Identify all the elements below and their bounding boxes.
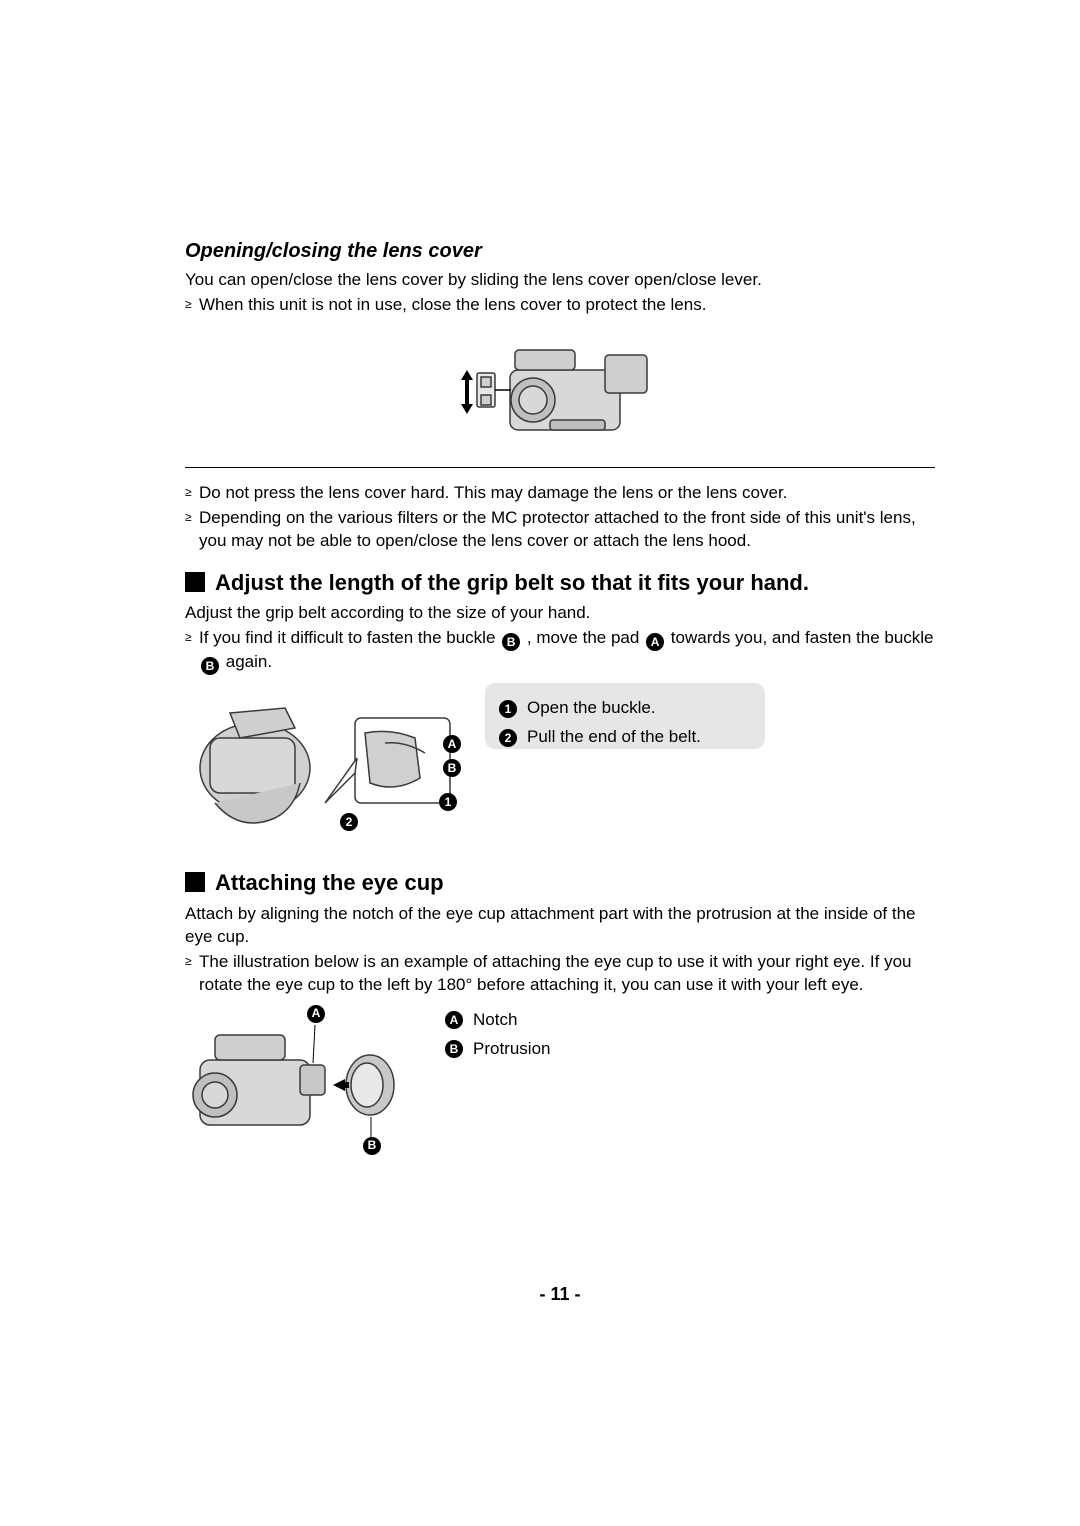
- eye-cup-bullet-text: The illustration below is an example of …: [199, 951, 935, 997]
- step-1-num: 1: [499, 700, 517, 718]
- step-2-text: Pull the end of the belt.: [527, 726, 701, 749]
- lens-cover-intro: You can open/close the lens cover by sli…: [185, 269, 935, 292]
- lens-cover-bullet-2: ≥ Do not press the lens cover hard. This…: [185, 482, 935, 505]
- step-2-row: 2 Pull the end of the belt.: [499, 726, 747, 749]
- label-b-icon: B: [502, 633, 520, 651]
- camera-svg: [455, 325, 665, 455]
- lens-cover-subtitle: Opening/closing the lens cover: [185, 238, 935, 265]
- grip-belt-bullet-text: If you find it difficult to fasten the b…: [199, 627, 935, 675]
- legend-a-text: Notch: [473, 1009, 517, 1032]
- eye-cup-title: Attaching the eye cup: [215, 869, 444, 897]
- grip-text-mid1: , move the pad: [527, 628, 644, 647]
- label-b-icon-2: B: [201, 657, 219, 675]
- legend-b-icon: B: [445, 1040, 463, 1058]
- bullet-dot: ≥: [185, 627, 199, 675]
- eye-cup-figure: A B: [185, 1005, 405, 1165]
- step-1-row: 1 Open the buckle.: [499, 697, 747, 720]
- legend-b-row: B Protrusion: [445, 1038, 550, 1061]
- eye-cup-heading: Attaching the eye cup: [185, 869, 935, 897]
- steps-box: 1 Open the buckle. 2 Pull the end of the…: [485, 683, 765, 749]
- step-2-num: 2: [499, 729, 517, 747]
- grip-belt-intro: Adjust the grip belt according to the si…: [185, 602, 935, 625]
- camera-illustration: [455, 325, 665, 455]
- grip-figure: A B 1 2: [185, 683, 465, 853]
- eye-cup-legend: A Notch B Protrusion: [445, 1009, 550, 1067]
- grip-svg: [185, 683, 465, 853]
- eye-cup-bullet: ≥ The illustration below is an example o…: [185, 951, 935, 997]
- step-1-text: Open the buckle.: [527, 697, 656, 720]
- eye-figure-row: A B A Notch B Protrusion: [185, 1005, 935, 1165]
- bullet-dot: ≥: [185, 951, 199, 997]
- page-number: - 11 -: [185, 1282, 935, 1306]
- grip-text-pre: If you find it difficult to fasten the b…: [199, 628, 500, 647]
- bullet-dot: ≥: [185, 294, 199, 317]
- bullet-dot: ≥: [185, 507, 199, 553]
- legend-a-row: A Notch: [445, 1009, 550, 1032]
- label-a-icon: A: [646, 633, 664, 651]
- page-content: Opening/closing the lens cover You can o…: [185, 238, 935, 1165]
- legend-b-text: Protrusion: [473, 1038, 550, 1061]
- grip-belt-heading: Adjust the length of the grip belt so th…: [185, 569, 935, 597]
- grip-text-mid2: towards you, and fasten the buckle: [671, 628, 934, 647]
- bullet-dot: ≥: [185, 482, 199, 505]
- square-bullet-icon: [185, 872, 205, 892]
- grip-belt-title: Adjust the length of the grip belt so th…: [215, 569, 809, 597]
- eye-cup-intro: Attach by aligning the notch of the eye …: [185, 903, 935, 949]
- grip-belt-bullet: ≥ If you find it difficult to fasten the…: [185, 627, 935, 675]
- lens-cover-bullet-2-text: Do not press the lens cover hard. This m…: [199, 482, 935, 505]
- square-bullet-icon: [185, 572, 205, 592]
- lens-cover-figure: [185, 325, 935, 455]
- grip-figure-row: A B 1 2 1 Open the buckle. 2 Pull the en…: [185, 683, 935, 853]
- lens-cover-bullet-3-text: Depending on the various filters or the …: [199, 507, 935, 553]
- divider: [185, 467, 935, 468]
- eye-fig-label-a: A: [307, 1005, 325, 1023]
- lens-cover-bullet-1: ≥ When this unit is not in use, close th…: [185, 294, 935, 317]
- eye-fig-label-b: B: [363, 1137, 381, 1155]
- grip-text-post: again.: [226, 652, 272, 671]
- legend-a-icon: A: [445, 1011, 463, 1029]
- lens-cover-bullet-1-text: When this unit is not in use, close the …: [199, 294, 935, 317]
- lens-cover-bullet-3: ≥ Depending on the various filters or th…: [185, 507, 935, 553]
